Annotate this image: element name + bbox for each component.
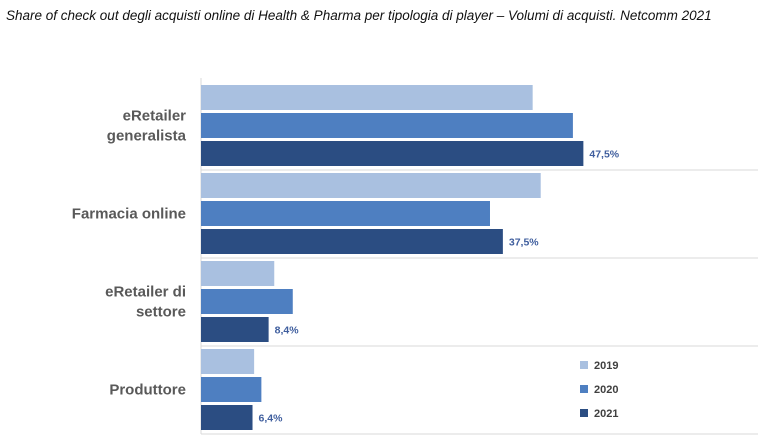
bar-2020-1: [201, 201, 490, 226]
category-label: Produttore: [109, 382, 186, 399]
data-label: 8,4%: [275, 325, 300, 337]
data-label: 37,5%: [509, 237, 539, 249]
data-label: 47,5%: [589, 149, 619, 161]
bar-2020-3: [201, 377, 262, 402]
bar-2019-1: [201, 173, 541, 198]
bar-2019-3: [201, 349, 255, 374]
category-label: generalista: [107, 128, 187, 145]
category-label: settore: [136, 304, 186, 321]
bar-2021-2: [201, 317, 269, 342]
legend-label-2020: 2020: [594, 384, 618, 396]
data-label: 6,4%: [259, 413, 284, 425]
legend-label-2019: 2019: [594, 360, 618, 372]
legend-swatch-2020: [580, 385, 588, 393]
category-label: eRetailer di: [105, 284, 186, 301]
bar-2021-1: [201, 229, 503, 254]
bar-2020-0: [201, 113, 573, 138]
category-label: eRetailer: [123, 108, 187, 125]
bar-2020-2: [201, 289, 293, 314]
chart-title: Share of check out degli acquisti online…: [6, 8, 712, 23]
bar-2019-2: [201, 261, 275, 286]
category-label: Farmacia online: [72, 206, 186, 223]
bar-2021-3: [201, 405, 253, 430]
bar-2019-0: [201, 85, 533, 110]
legend-swatch-2021: [580, 409, 588, 417]
legend-swatch-2019: [580, 361, 588, 369]
legend-label-2021: 2021: [594, 408, 618, 420]
bar-2021-0: [201, 141, 584, 166]
